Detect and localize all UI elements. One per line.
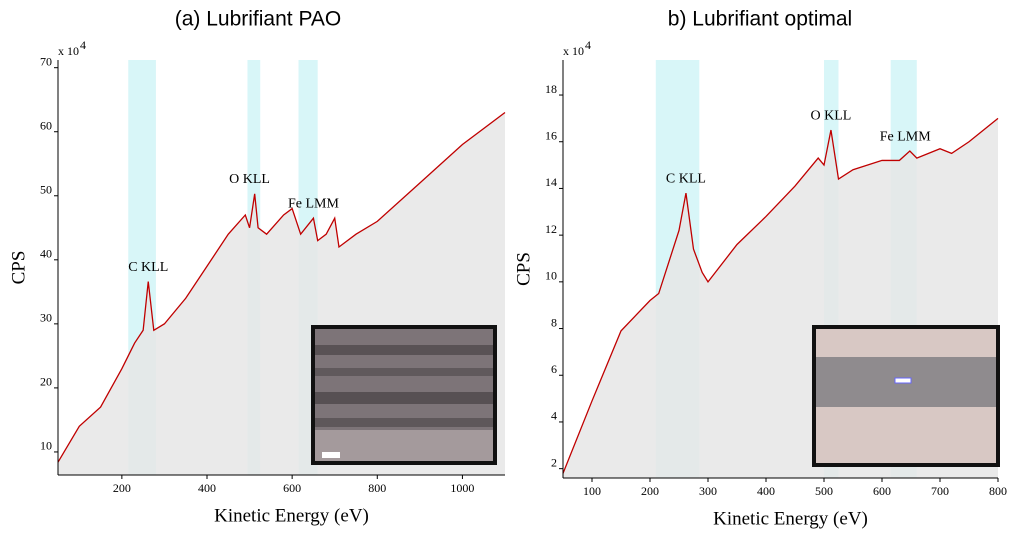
- x-tick-label: 800: [368, 481, 386, 495]
- peak-annotation: O KLL: [229, 172, 270, 187]
- peak-annotation: Fe LMM: [288, 196, 340, 211]
- y-tick-label: 50: [40, 183, 52, 197]
- y-tick-label: 14: [545, 175, 557, 189]
- spectrum-line: [57, 111, 506, 463]
- peak-annotation: Fe LMM: [880, 129, 932, 144]
- y-tick-label: 18: [545, 82, 557, 96]
- y-tick-label: 40: [40, 247, 52, 261]
- x-tick-label: 800: [989, 484, 1007, 498]
- x-tick-label: 500: [815, 484, 833, 498]
- x-tick-label: 100: [583, 484, 601, 498]
- y-axis-label: CPS: [513, 252, 534, 286]
- chart-title: (a) Lubrifiant PAO: [175, 8, 342, 31]
- y-tick-label: 20: [40, 375, 52, 389]
- y-tick-label: 4: [551, 409, 557, 423]
- x-tick-label: 1000: [450, 481, 474, 495]
- y-tick-label: 10: [40, 439, 52, 453]
- inset-stripe: [315, 368, 493, 376]
- insets: [311, 325, 1000, 467]
- x-tick-label: 600: [873, 484, 891, 498]
- x-tick-label: 600: [283, 481, 301, 495]
- x-tick-label: 400: [198, 481, 216, 495]
- inset-stripe: [315, 392, 493, 404]
- x-axis-label: Kinetic Energy (eV): [713, 508, 868, 529]
- x-tick-label: 300: [699, 484, 717, 498]
- peak-annotation: O KLL: [811, 108, 852, 123]
- axis-multiplier-exponent: 4: [585, 38, 591, 52]
- inset-stripe: [315, 418, 493, 427]
- y-tick-label: 60: [40, 118, 52, 132]
- x-axis-label: Kinetic Energy (eV): [214, 505, 369, 526]
- chart-title: b) Lubrifiant optimal: [668, 8, 852, 31]
- y-tick-label: 8: [551, 315, 557, 329]
- x-tick-label: 200: [641, 484, 659, 498]
- y-tick-label: 12: [545, 222, 557, 236]
- axis-multiplier: x 10: [563, 44, 584, 58]
- y-tick-label: 6: [551, 362, 557, 376]
- axis-multiplier-exponent: 4: [80, 38, 86, 52]
- x-tick-label: 700: [931, 484, 949, 498]
- y-axis-label: CPS: [8, 251, 29, 285]
- y-tick-label: 30: [40, 311, 52, 325]
- y-tick-label: 10: [545, 269, 557, 283]
- y-tick-label: 70: [40, 54, 52, 68]
- peak-annotation: C KLL: [128, 260, 168, 275]
- x-tick-label: 400: [757, 484, 775, 498]
- y-tick-label: 2: [551, 455, 557, 469]
- inset-scale: [322, 452, 340, 458]
- y-tick-label: 16: [545, 128, 557, 142]
- inset-marker: [894, 377, 912, 384]
- inset-stripe: [315, 430, 493, 461]
- inset-stripe: [315, 345, 493, 355]
- peak-annotation: C KLL: [666, 171, 706, 186]
- x-tick-label: 200: [113, 481, 131, 495]
- axis-multiplier: x 10: [58, 44, 79, 58]
- spectrum-line: [562, 117, 999, 474]
